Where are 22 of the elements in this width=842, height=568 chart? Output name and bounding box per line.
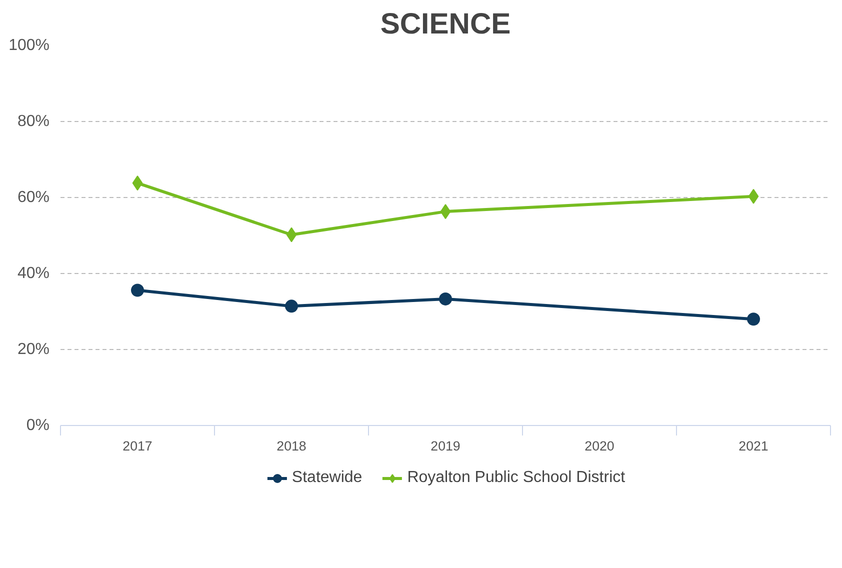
x-tick-label: 2019 — [430, 438, 460, 454]
y-tick-label: 20% — [17, 341, 50, 358]
y-tick-label: 80% — [17, 113, 50, 130]
x-tick-label: 2017 — [122, 438, 152, 454]
legend-label: Statewide — [292, 469, 362, 487]
x-tick-label: 2021 — [738, 438, 768, 454]
point — [747, 312, 760, 326]
legend-label: Royalton Public School District — [407, 469, 626, 487]
point — [748, 188, 759, 204]
y-tick-label: 0% — [26, 417, 50, 434]
point — [285, 300, 298, 313]
y-tick-label: 100% — [8, 37, 50, 54]
y-tick-label: 40% — [17, 265, 50, 282]
point — [131, 284, 144, 297]
point — [440, 204, 451, 220]
x-tick-label: 2018 — [276, 438, 306, 454]
point — [439, 292, 452, 306]
point — [286, 227, 297, 242]
point — [132, 176, 143, 191]
y-tick-label: 60% — [17, 189, 50, 206]
x-tick-label: 2020 — [584, 438, 614, 454]
chart-title: SCIENCE — [380, 8, 511, 40]
